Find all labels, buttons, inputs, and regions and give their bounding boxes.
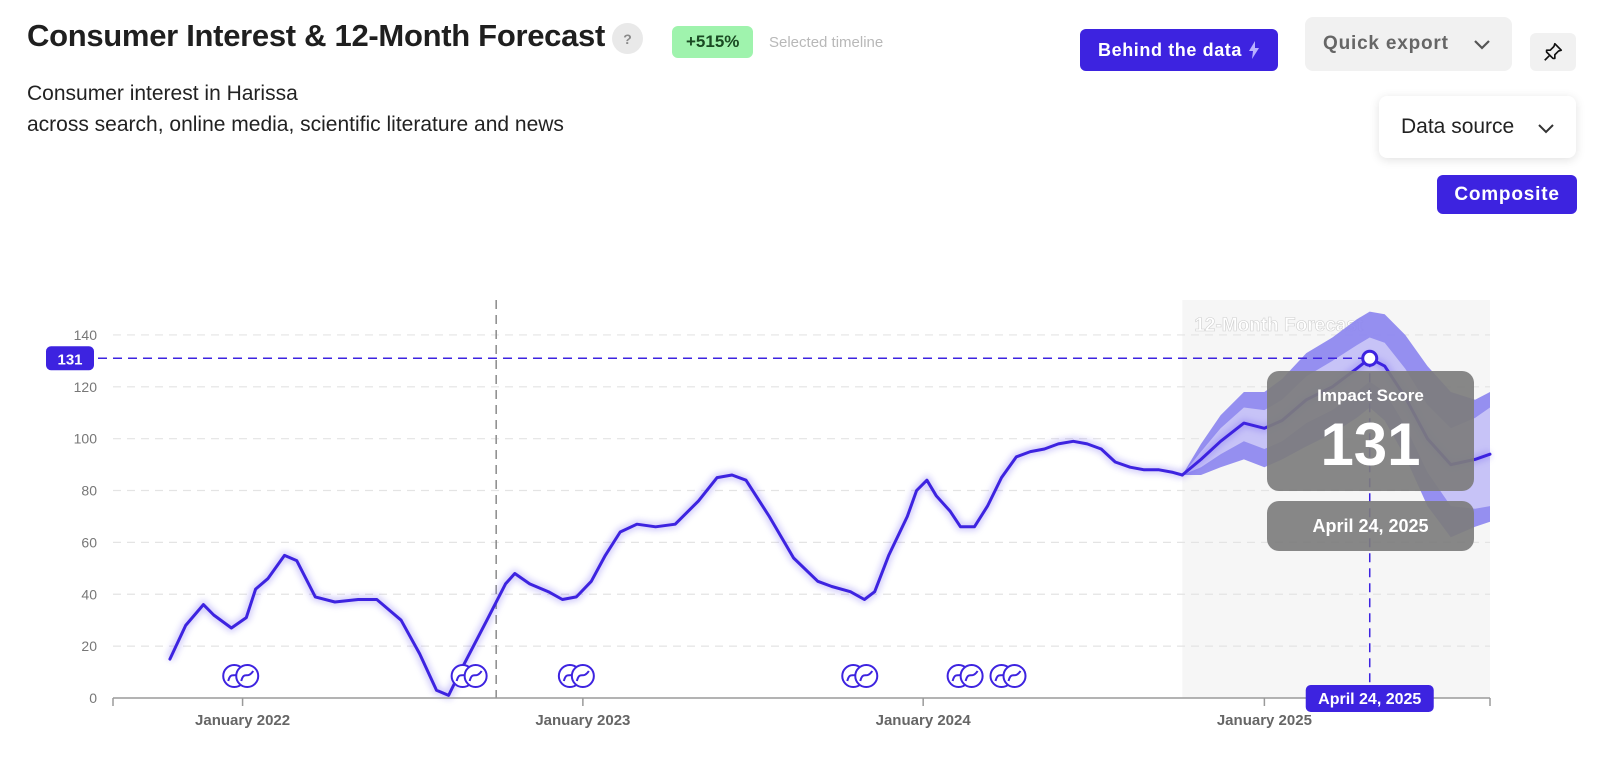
event-marker[interactable] (222, 664, 260, 688)
x-tick-label: January 2022 (195, 712, 290, 729)
help-button[interactable]: ? (612, 23, 643, 54)
trend-arrow-icon (859, 670, 874, 682)
composite-button[interactable]: Composite (1437, 175, 1577, 214)
trend-arrow-icon (468, 670, 483, 682)
x-tick-label: January 2024 (876, 712, 972, 729)
tooltip-date: April 24, 2025 (1312, 516, 1428, 536)
series-line-glow (166, 437, 1184, 700)
data-source-label: Data source (1401, 115, 1515, 138)
growth-badge: +515% (672, 26, 754, 58)
chart-title: Consumer Interest & 12-Month Forecast (27, 18, 606, 53)
chevron-down-icon (1474, 40, 1490, 50)
subtitle-line-2: across search, online media, scientific … (27, 113, 564, 136)
pin-button[interactable] (1530, 33, 1576, 71)
trend-arrow-icon (240, 670, 255, 682)
y-tick-label: 20 (81, 638, 97, 654)
trend-arrow-icon (1007, 670, 1022, 682)
tooltip-value: 131 (1320, 411, 1420, 478)
y-tick-label: 40 (81, 586, 97, 602)
quick-export-label: Quick export (1323, 33, 1449, 54)
forecast-label: 12-Month Forecast (1194, 315, 1364, 336)
y-tick-label: 100 (74, 431, 98, 447)
event-marker[interactable] (946, 664, 984, 688)
data-source-dropdown[interactable]: Data source (1379, 96, 1576, 158)
y-value-tag-label: 131 (57, 351, 82, 368)
y-tick-label: 140 (74, 327, 98, 343)
chart-subtitle: Consumer interest in Harissa across sear… (27, 78, 564, 140)
x-tick-label: January 2025 (1217, 712, 1312, 729)
selected-point (1361, 349, 1379, 367)
history-line (168, 439, 1184, 697)
event-marker[interactable] (557, 664, 595, 688)
tooltip-score-box (1267, 371, 1474, 491)
event-marker[interactable] (450, 664, 488, 688)
y-tick-label: 0 (89, 690, 97, 706)
subtitle-line-1: Consumer interest in Harissa (27, 82, 298, 105)
tooltip-date-box (1267, 501, 1474, 551)
lightning-icon (1249, 41, 1260, 59)
chevron-down-icon (1538, 124, 1554, 134)
y-tick-label: 80 (81, 483, 97, 499)
x-value-tag (1305, 685, 1434, 712)
y-tick-label: 120 (74, 379, 98, 395)
behind-the-data-button[interactable]: Behind the data (1080, 29, 1279, 71)
behind-the-data-label: Behind the data (1098, 40, 1243, 60)
y-tick-label: 60 (81, 534, 97, 550)
trend-arrow-icon (575, 670, 590, 682)
growth-caption: Selected timeline (769, 34, 884, 51)
y-value-tag (46, 346, 94, 371)
trend-arrow-icon (964, 670, 979, 682)
pin-icon (1544, 42, 1563, 61)
x-tick-label: January 2023 (535, 712, 630, 729)
event-marker[interactable] (989, 664, 1027, 688)
tooltip-title: Impact Score (1317, 386, 1424, 405)
event-marker[interactable] (841, 664, 879, 688)
x-value-tag-label: April 24, 2025 (1318, 691, 1421, 708)
quick-export-dropdown[interactable]: Quick export (1305, 17, 1512, 71)
